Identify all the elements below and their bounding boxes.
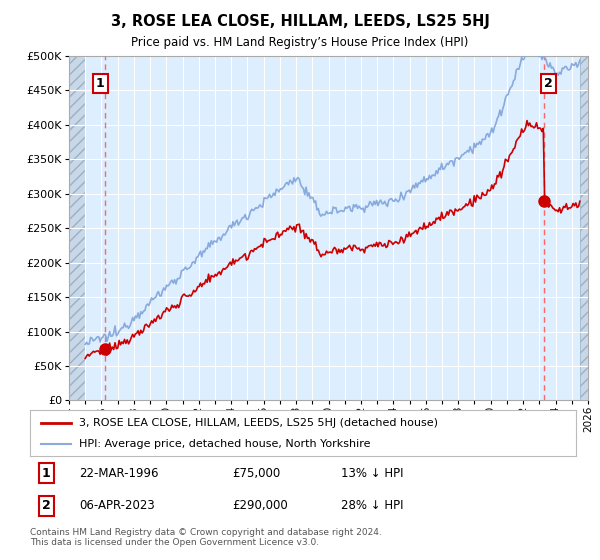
Text: 06-APR-2023: 06-APR-2023	[79, 499, 155, 512]
Text: 28% ↓ HPI: 28% ↓ HPI	[341, 499, 404, 512]
Text: 22-MAR-1996: 22-MAR-1996	[79, 467, 158, 480]
Text: 3, ROSE LEA CLOSE, HILLAM, LEEDS, LS25 5HJ (detached house): 3, ROSE LEA CLOSE, HILLAM, LEEDS, LS25 5…	[79, 418, 438, 428]
Text: 1: 1	[42, 467, 51, 480]
Bar	[69, 56, 85, 400]
Text: 1: 1	[96, 77, 104, 90]
Text: £290,000: £290,000	[232, 499, 288, 512]
Text: Contains HM Land Registry data © Crown copyright and database right 2024.
This d: Contains HM Land Registry data © Crown c…	[30, 528, 382, 547]
Text: 13% ↓ HPI: 13% ↓ HPI	[341, 467, 404, 480]
Text: HPI: Average price, detached house, North Yorkshire: HPI: Average price, detached house, Nort…	[79, 439, 371, 449]
Bar	[580, 56, 588, 400]
Text: 2: 2	[544, 77, 553, 90]
Text: £75,000: £75,000	[232, 467, 280, 480]
Text: 3, ROSE LEA CLOSE, HILLAM, LEEDS, LS25 5HJ: 3, ROSE LEA CLOSE, HILLAM, LEEDS, LS25 5…	[110, 14, 490, 29]
Text: Price paid vs. HM Land Registry’s House Price Index (HPI): Price paid vs. HM Land Registry’s House …	[131, 36, 469, 49]
Text: 2: 2	[42, 499, 51, 512]
